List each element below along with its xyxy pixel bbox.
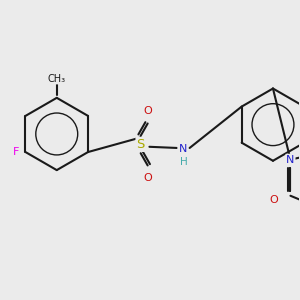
Text: O: O	[143, 106, 152, 116]
Text: CH₃: CH₃	[48, 74, 66, 84]
Text: S: S	[136, 138, 145, 151]
Text: O: O	[270, 195, 278, 206]
Text: N: N	[178, 144, 187, 154]
Text: O: O	[143, 173, 152, 183]
Text: F: F	[13, 147, 19, 157]
Text: H: H	[180, 157, 188, 167]
Text: N: N	[286, 154, 295, 165]
